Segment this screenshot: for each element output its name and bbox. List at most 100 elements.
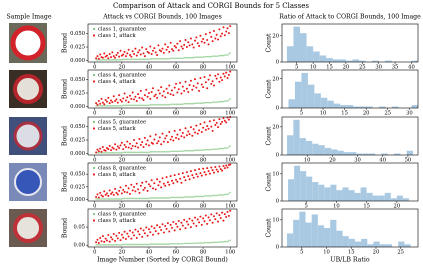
data-point: [190, 242, 192, 245]
data-point: [115, 234, 118, 237]
data-point: [181, 132, 184, 135]
data-point: [175, 242, 177, 245]
data-point: [225, 164, 228, 167]
data-point: [164, 103, 167, 106]
data-point: [219, 100, 222, 103]
histogram-bar: [305, 140, 313, 155]
data-point: [214, 101, 217, 103]
data-point: [162, 140, 165, 143]
histogram-bar: [362, 153, 369, 155]
data-point: [97, 196, 100, 199]
data-point: [229, 163, 232, 166]
data-point: [187, 196, 190, 198]
data-point: [192, 176, 195, 179]
data-point: [172, 182, 175, 185]
data-point: [192, 46, 195, 49]
data-point: [100, 150, 103, 153]
histogram-bar: [385, 60, 392, 62]
data-point: [198, 242, 200, 244]
data-point: [179, 196, 181, 199]
data-point: [176, 242, 179, 245]
legend-label: class 9, guarantee: [98, 212, 146, 218]
axes-frame: [87, 23, 238, 63]
data-point: [180, 181, 183, 184]
y-tick-label: 0.000: [70, 104, 85, 110]
data-point: [205, 101, 207, 104]
data-point: [219, 168, 222, 171]
y-tick-label: 0.050: [70, 77, 85, 83]
data-point: [115, 105, 118, 107]
data-point: [221, 211, 224, 214]
legend-label: class 9, attack: [98, 218, 136, 224]
data-point: [161, 243, 164, 245]
data-point: [115, 191, 118, 194]
data-point: [184, 39, 187, 42]
histogram-bar: [319, 55, 327, 62]
data-point: [172, 49, 175, 52]
data-point: [192, 56, 195, 59]
x-tick-label: 20: [343, 65, 350, 71]
data-point: [188, 133, 191, 136]
data-point: [150, 90, 153, 93]
data-point: [96, 55, 99, 58]
data-point: [164, 137, 167, 140]
data-point: [169, 138, 172, 141]
histogram-bar: [318, 145, 325, 155]
data-point: [120, 192, 123, 195]
y-tick-label: 0.025: [70, 184, 85, 190]
data-point: [157, 197, 160, 199]
data-point: [122, 104, 125, 107]
data-point: [97, 100, 100, 103]
data-point: [165, 243, 168, 245]
data-point: [161, 103, 164, 106]
data-point: [160, 186, 163, 189]
data-point: [204, 81, 207, 84]
data-point: [108, 59, 111, 61]
data-point: [156, 96, 159, 99]
data-point: [162, 182, 165, 185]
data-point: [215, 121, 218, 124]
data-point: [203, 195, 206, 197]
data-point: [175, 82, 178, 85]
data-point: [116, 101, 119, 104]
histogram-bar: [333, 103, 341, 108]
data-point: [229, 145, 232, 147]
data-point: [156, 150, 158, 153]
histogram-bar: [392, 106, 399, 108]
data-point: [202, 242, 204, 244]
axes-frame: [281, 162, 419, 202]
data-point: [100, 97, 103, 100]
x-tick-label: 5: [295, 65, 298, 71]
data-point: [129, 151, 131, 154]
data-point: [160, 86, 163, 89]
data-point: [111, 244, 114, 246]
data-point: [187, 56, 190, 59]
data-point: [145, 226, 148, 229]
data-point: [180, 57, 183, 60]
histogram-bar: [348, 190, 355, 201]
data-point: [128, 54, 131, 57]
data-point: [170, 48, 173, 51]
data-point: [145, 197, 148, 200]
data-point: [179, 150, 181, 153]
data-point: [202, 195, 204, 198]
panel-title: Ratio of Attack to CORGI Bounds, 100 Ima…: [279, 14, 421, 21]
data-point: [130, 58, 133, 61]
data-point: [131, 151, 134, 154]
x-axis-label: UB/LB Ratio: [330, 257, 369, 264]
data-point: [149, 97, 152, 100]
data-point: [215, 194, 218, 197]
histogram-bar: [314, 93, 321, 108]
data-point: [142, 229, 145, 232]
data-point: [157, 57, 160, 60]
data-point: [188, 83, 191, 86]
histogram-bar: [359, 60, 366, 62]
data-point: [211, 101, 214, 103]
data-point: [138, 104, 141, 107]
data-point: [218, 118, 221, 121]
data-point: [134, 197, 137, 200]
data-point: [144, 151, 146, 154]
data-point: [139, 143, 142, 146]
data-point: [162, 231, 165, 234]
